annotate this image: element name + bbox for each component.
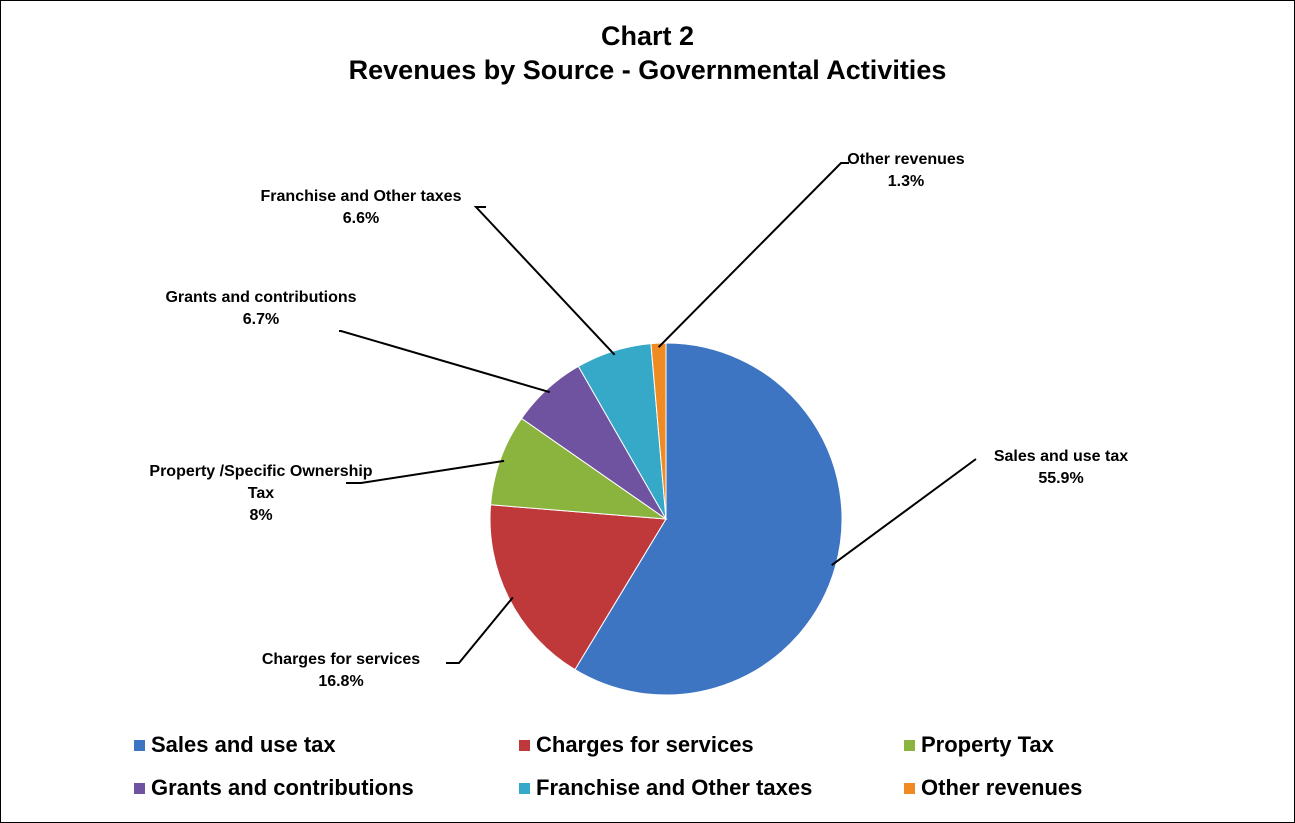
leader-line	[339, 330, 551, 394]
data-label-value: 16.8%	[318, 673, 364, 690]
legend-label: Grants and contributions	[151, 775, 414, 800]
legend-item: Grants and contributions	[134, 775, 414, 801]
data-label-name: Grants and contributions	[165, 289, 357, 306]
data-label-value: 8%	[249, 507, 273, 524]
leader-line	[446, 596, 514, 664]
data-label-value: 55.9%	[1038, 470, 1084, 487]
legend-label: Charges for services	[536, 732, 754, 757]
data-label-name: Charges for services	[261, 651, 421, 668]
chart-subtitle: Revenues by Source - Governmental Activi…	[348, 55, 947, 85]
pie-slice	[650, 342, 667, 520]
legend-swatch	[519, 739, 530, 751]
legend-item: Other revenues	[904, 775, 1082, 801]
legend-swatch	[904, 782, 915, 794]
data-label-name: Property /Specific Ownership Tax	[149, 463, 373, 502]
legend-item: Property Tax	[904, 732, 1054, 758]
data-label: Sales and use tax 55.9%	[961, 446, 1161, 490]
data-label: Property /Specific Ownership Tax 8%	[141, 461, 381, 527]
legend-label: Franchise and Other taxes	[536, 775, 813, 800]
chart-title: Chart 2	[600, 21, 695, 51]
data-label-name: Sales and use tax	[993, 448, 1129, 465]
pie-slice	[574, 342, 843, 696]
legend-item: Franchise and Other taxes	[519, 775, 812, 801]
data-label-name: Franchise and Other taxes	[260, 188, 462, 205]
leader-line	[831, 458, 977, 567]
legend-item: Sales and use tax	[134, 732, 336, 758]
data-label-value: 6.6%	[342, 210, 380, 227]
legend-swatch	[134, 782, 145, 794]
leader-line	[473, 206, 616, 356]
legend-swatch	[519, 782, 530, 794]
pie-slice	[490, 417, 668, 520]
legend-label: Sales and use tax	[151, 732, 336, 757]
legend-swatch	[134, 739, 145, 751]
data-label-value: 1.3%	[887, 173, 925, 190]
legend-label: Other revenues	[921, 775, 1083, 800]
legend-swatch	[904, 739, 915, 751]
leader-line	[346, 459, 505, 484]
legend-item: Charges for services	[519, 732, 754, 758]
pie-slice	[489, 504, 667, 671]
data-label-value: 6.7%	[242, 311, 280, 328]
data-label: Franchise and Other taxes 6.6%	[241, 186, 481, 230]
data-label: Grants and contributions 6.7%	[141, 287, 381, 331]
data-label-name: Other revenues	[847, 151, 965, 168]
data-label: Other revenues 1.3%	[801, 149, 1011, 193]
legend-label: Property Tax	[921, 732, 1054, 757]
data-label: Charges for services 16.8%	[221, 649, 461, 693]
leader-line	[657, 162, 849, 348]
